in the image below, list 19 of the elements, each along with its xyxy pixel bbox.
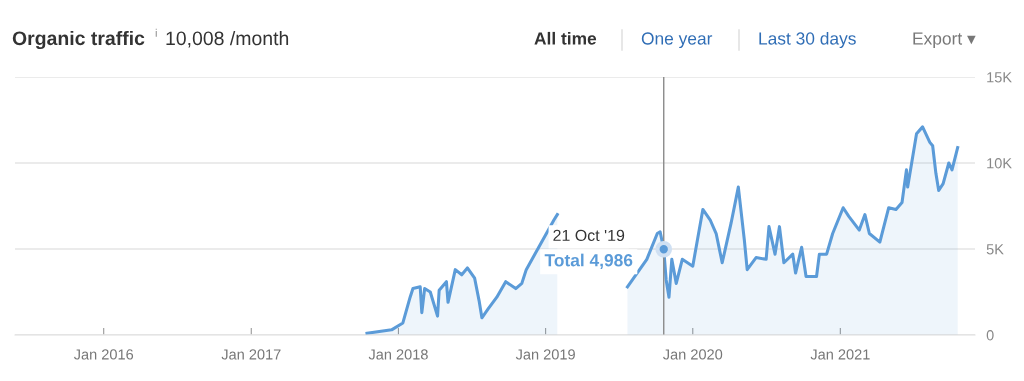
x-tick-label: Jan 2020 <box>662 349 723 360</box>
text: All time <box>534 31 597 45</box>
chart-title: Organic traffic <box>12 30 145 50</box>
text: i <box>155 28 157 37</box>
y-tick-label: 10K <box>987 158 1012 169</box>
x-tick-label: Jan 2021 <box>810 349 870 360</box>
y-tick-label: 15K <box>987 72 1012 83</box>
chart-subtitle: 10,008 /month <box>166 30 289 48</box>
x-tick-label: Jan 2018 <box>368 349 428 360</box>
x-tick-label: Jan 2019 <box>515 349 575 360</box>
y-tick-label: 0 <box>986 330 994 341</box>
text: One year <box>641 32 713 49</box>
x-tick-label: Jan 2016 <box>73 349 134 360</box>
x-tick-label: Jan 2017 <box>221 349 281 360</box>
annotation: Total 4,986 <box>544 253 633 269</box>
y-tick-label: 5K <box>986 244 1004 255</box>
text: Export ▾ <box>913 32 976 49</box>
annotation: 21 Oct '19 <box>553 229 625 242</box>
text: Last 30 days <box>759 31 856 49</box>
